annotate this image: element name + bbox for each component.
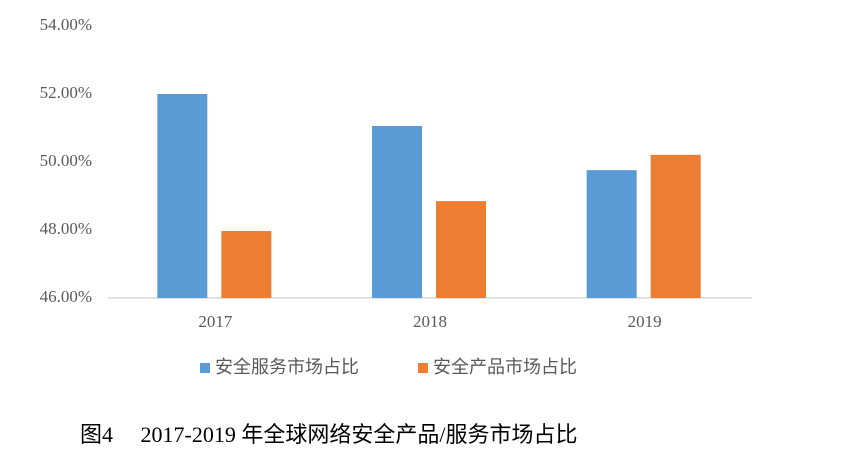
x-tick-label: 2019 xyxy=(628,312,662,331)
x-tick-label: 2017 xyxy=(198,312,233,331)
y-tick-label: 48.00% xyxy=(40,219,92,238)
legend-swatch xyxy=(200,363,210,373)
bar xyxy=(372,125,422,299)
bar xyxy=(436,201,486,298)
x-tick-label: 2018 xyxy=(413,312,447,331)
y-tick-label: 46.00% xyxy=(40,287,92,306)
y-tick-label: 52.00% xyxy=(40,83,92,102)
legend-label: 安全产品市场占比 xyxy=(433,357,577,377)
caption: 图4 2017-2019 年全球网络安全产品/服务市场占比 xyxy=(80,422,577,447)
bar xyxy=(221,231,272,298)
y-tick-label: 54.00% xyxy=(40,15,92,34)
bar xyxy=(586,170,637,298)
y-tick-label: 50.00% xyxy=(40,151,92,170)
legend-label: 安全服务市场占比 xyxy=(215,357,359,377)
bar xyxy=(157,94,208,298)
legend-swatch xyxy=(418,363,428,373)
bar xyxy=(650,154,701,298)
